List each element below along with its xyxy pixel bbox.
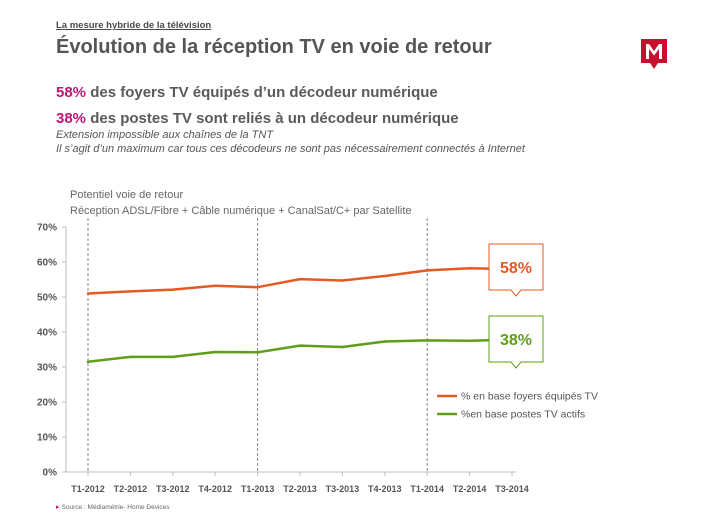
y-tick-label: 40% (37, 328, 57, 339)
series-point-2 (256, 351, 259, 354)
x-tick-label: T1-2014 (410, 484, 444, 494)
series-line-2 (87, 338, 513, 363)
mediametrie-logo-icon (641, 39, 667, 69)
series-point-1 (425, 269, 429, 272)
y-tick-label: 60% (37, 258, 57, 269)
series-point-1 (298, 277, 302, 281)
x-tick-label: T1-2012 (71, 484, 105, 494)
series-point-1 (171, 288, 175, 291)
callout-box-1 (488, 243, 544, 297)
x-tick-label: T3-2013 (326, 484, 360, 494)
series-point-1 (86, 292, 90, 295)
source-triangle-icon: ▸ (56, 504, 60, 511)
chart-subtitle-2: Réception ADSL/Fibre + Câble numérique +… (70, 205, 412, 217)
stat-foyers-text: des foyers TV équipés d’un décodeur numé… (86, 84, 438, 101)
series-point-2 (383, 340, 387, 343)
callout-label-1: 58% (500, 260, 532, 277)
series-point-2 (425, 339, 429, 342)
x-tick-label: T1-2013 (241, 484, 275, 494)
legend-label-1: % en base foyers équipés TV (461, 391, 598, 403)
stat-postes: 38% des postes TV sont reliés à un décod… (56, 110, 459, 127)
series-point-1 (129, 290, 132, 293)
x-tick-label: T2-2012 (114, 484, 148, 494)
series-point-1 (256, 285, 259, 289)
section-kicker: La mesure hybride de la télévision (56, 20, 212, 31)
stat-postes-text: des postes TV sont reliés à un décodeur … (86, 110, 459, 127)
source-text: Source : Médiamétrie- Home Devices (61, 504, 170, 511)
x-tick-label: T2-2014 (453, 484, 487, 494)
x-tick-label: T4-2013 (368, 484, 402, 494)
x-tick-label: T3-2012 (156, 484, 190, 494)
stat-foyers: 58% des foyers TV équipés d’un décodeur … (56, 84, 438, 101)
series-point-1 (341, 279, 344, 282)
stat-foyers-pct: 58% (56, 84, 87, 101)
series-point-1 (468, 267, 471, 270)
y-tick-label: 30% (37, 363, 57, 374)
x-tick-label: T4-2012 (198, 484, 232, 494)
x-tick-label: T2-2013 (283, 484, 317, 494)
y-tick-label: 70% (37, 223, 57, 234)
series-point-2 (341, 345, 344, 349)
series-point-2 (468, 339, 471, 343)
series-point-2 (129, 355, 132, 359)
chart-subtitle-1: Potentiel voie de retour (70, 189, 184, 201)
callout-box-2 (488, 315, 544, 369)
series-point-2 (86, 360, 90, 364)
y-tick-label: 50% (37, 293, 57, 304)
note-maximum: Il s’agit d’un maximum car tous ces déco… (56, 143, 525, 155)
y-tick-label: 0% (43, 468, 58, 479)
series-point-1 (213, 284, 217, 288)
series-line-1 (87, 267, 513, 295)
y-tick-label: 20% (37, 398, 57, 409)
series-point-2 (298, 344, 302, 347)
y-tick-label: 10% (37, 433, 57, 444)
series-point-2 (171, 355, 175, 359)
series-point-1 (383, 274, 387, 278)
x-tick-label: T3-2014 (495, 484, 529, 494)
legend-label-2: %en base postes TV actifs (461, 409, 585, 421)
page-title: Évolution de la réception TV en voie de … (56, 36, 492, 58)
stat-postes-pct: 38% (56, 110, 87, 127)
series-point-2 (213, 350, 217, 354)
note-tnt: Extension impossible aux chaînes de la T… (56, 129, 274, 141)
source-note: ▸ Source : Médiamétrie- Home Devices (56, 503, 170, 511)
callout-label-2: 38% (500, 332, 532, 349)
